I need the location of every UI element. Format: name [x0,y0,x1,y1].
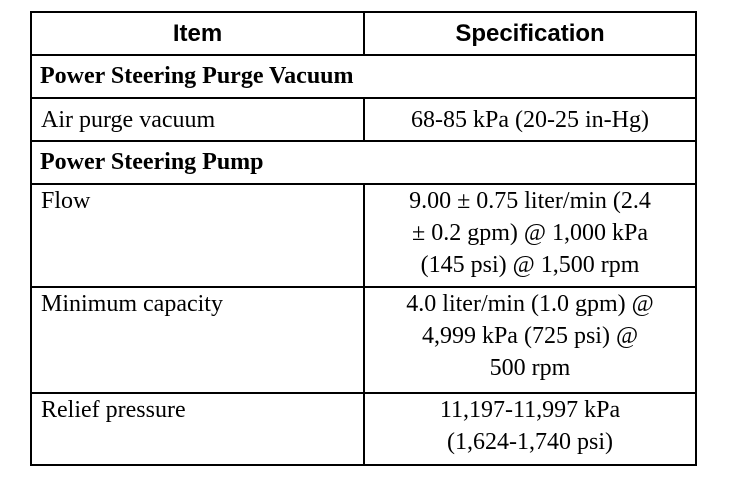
spec-line: ± 0.2 gpm) @ 1,000 kPa [412,220,648,246]
spec-cell-air-purge-vacuum: 68-85 kPa (20-25 in-Hg) [363,97,697,142]
section-row: Power Steering Purge Vacuum [30,54,697,99]
spec-line: 500 rpm [489,355,571,381]
spec-line: (145 psi) @ 1,500 rpm [420,252,640,278]
table-row: Minimum capacity 4.0 liter/min (1.0 gpm)… [30,286,697,394]
spec-line: 9.00 ± 0.75 liter/min (2.4 [409,188,651,214]
column-header-item: Item [30,11,365,56]
item-cell-minimum-capacity: Minimum capacity [30,286,365,394]
spec-line: 68-85 kPa (20-25 in-Hg) [411,106,649,133]
column-header-specification: Specification [363,11,697,56]
item-cell-air-purge-vacuum: Air purge vacuum [30,97,365,142]
spec-cell-relief-pressure: 11,197-11,997 kPa (1,624-1,740 psi) [363,392,697,466]
table-row: Relief pressure 11,197-11,997 kPa (1,624… [30,392,697,466]
spec-line: (1,624-1,740 psi) [447,429,613,455]
section-row: Power Steering Pump [30,140,697,185]
table-row: Air purge vacuum 68-85 kPa (20-25 in-Hg) [30,97,697,142]
specification-table: Item Specification Power Steering Purge … [30,11,697,466]
spec-cell-flow: 9.00 ± 0.75 liter/min (2.4 ± 0.2 gpm) @ … [363,183,697,288]
section-title-pump: Power Steering Pump [30,140,697,185]
item-cell-flow: Flow [30,183,365,288]
item-cell-relief-pressure: Relief pressure [30,392,365,466]
spec-line: 4.0 liter/min (1.0 gpm) @ [406,291,654,317]
section-title-purge-vacuum: Power Steering Purge Vacuum [30,54,697,99]
spec-cell-minimum-capacity: 4.0 liter/min (1.0 gpm) @ 4,999 kPa (725… [363,286,697,394]
table-row: Flow 9.00 ± 0.75 liter/min (2.4 ± 0.2 gp… [30,183,697,288]
spec-line: 4,999 kPa (725 psi) @ [421,323,639,349]
table-header-row: Item Specification [30,11,697,56]
spec-line: 11,197-11,997 kPa [439,397,621,423]
